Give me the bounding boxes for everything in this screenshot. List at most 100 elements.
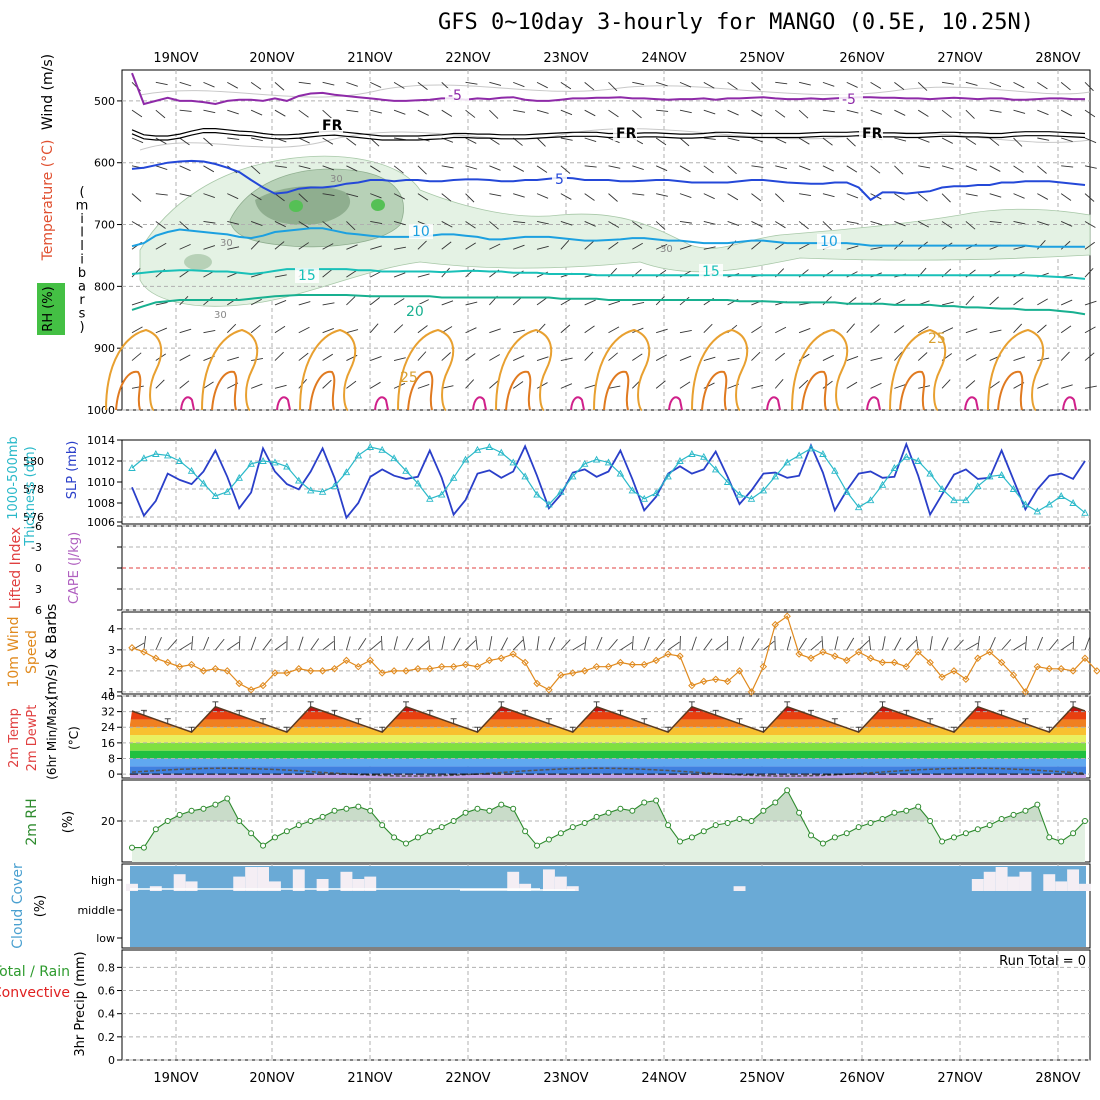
wind-barb [441,385,454,389]
wind-barb [179,243,191,250]
wind-speed-point [438,662,446,671]
wind-barb [846,221,859,224]
wind-barb [417,640,429,651]
wind-barb [632,193,645,196]
wind-barb [417,109,429,116]
thickness-point [974,482,982,490]
wind-barb [560,357,573,361]
thickness-point [580,459,589,467]
wind-barb [465,137,477,144]
thickness-point [1009,485,1018,492]
thickness-point [366,443,375,450]
rh-2m-point [665,822,672,829]
wind-barb [882,636,886,651]
wind-barb [203,296,213,306]
thickness-point [247,459,255,467]
wind-barb [941,301,954,306]
wind-barb [941,137,953,144]
wind-barb [1037,298,1048,306]
rh-2m-point [819,840,826,847]
wind-barb [965,165,978,171]
wind-barb [441,636,446,651]
wind-barb [227,137,240,140]
wind-barb [822,380,833,389]
wind-barb [465,301,478,306]
axis-label: (m/s) & Barbs [44,604,60,701]
wind-barb [322,379,332,389]
wind-barb [298,326,310,334]
y-tick-label: 6 [35,604,42,617]
wind-barb [203,137,213,147]
wind-speed-point [247,686,255,694]
wind-barb [1060,82,1071,91]
wind-barb [393,246,406,250]
wind-barb [465,109,476,118]
rh-2m-point [271,834,278,841]
temperature-35-lobe [1062,396,1077,411]
thickness-point [842,487,851,495]
panel-frame [121,611,1091,695]
wind-barb [703,246,716,250]
wind-barb [227,81,239,89]
wind-barb [441,221,453,228]
rh-2m-point [808,832,815,839]
thickness-point [771,472,780,480]
rh-2m-point [355,803,362,810]
thickness-point [592,455,601,463]
y-tick-label: 1010 [87,476,115,489]
rh-2m-point [474,805,481,812]
wind-barb [655,380,666,389]
axis-label: SLP (mb) [65,441,80,500]
wind-barb [1037,383,1049,389]
wind-barb [846,81,858,88]
wind-barb [917,193,928,202]
rh-2m-point [867,820,874,827]
wind-barb [512,381,524,389]
wind-barb [846,193,859,199]
wind-barb [179,221,189,230]
thickness-point [271,458,279,466]
temperature-30-lobe [997,370,1024,411]
rh-contour-label: 30 [660,244,673,255]
wind-speed-point [843,656,851,665]
y-tick-label: 2 [108,665,115,678]
wind-barb [870,382,882,389]
wind-barb [798,328,811,334]
wind-speed-point [1021,688,1030,696]
wind-barb [1084,109,1096,118]
wind-barb [417,82,428,90]
thickness-point [640,494,648,502]
wind-speed-point [652,656,660,665]
wind-barb [1013,137,1023,147]
rh-2m-point [129,844,135,851]
thickness-point [747,494,756,502]
wind-speed-point [199,667,208,675]
cloud-gap [173,874,186,891]
wind-barb [536,382,548,389]
wind-barb [786,636,792,651]
rh-2m-point [414,834,421,841]
wind-barb [798,379,809,389]
wind-barb [250,240,260,250]
wind-barb [655,165,668,172]
wind-speed-point [187,660,196,669]
y-tick-label: 16 [101,737,115,750]
wind-barb [632,109,642,119]
wind-barb [810,640,822,651]
wind-barb [679,381,691,389]
wind-barb [203,109,216,114]
wind-barb [465,242,476,250]
y-tick-label: 800 [94,280,115,293]
temperature-35-lobe [668,396,683,411]
wind-barb [679,296,690,306]
wind-barb [584,137,597,142]
rh-2m-point [903,807,910,814]
wind-barb [965,328,978,334]
wind-barb [536,245,549,250]
thickness-point [223,487,232,495]
wind-speed-point [783,612,791,620]
wind-barb [417,273,430,278]
rh-legend-swatch [37,283,65,335]
wind-barb [977,636,980,651]
wind-speed-point [259,681,267,690]
